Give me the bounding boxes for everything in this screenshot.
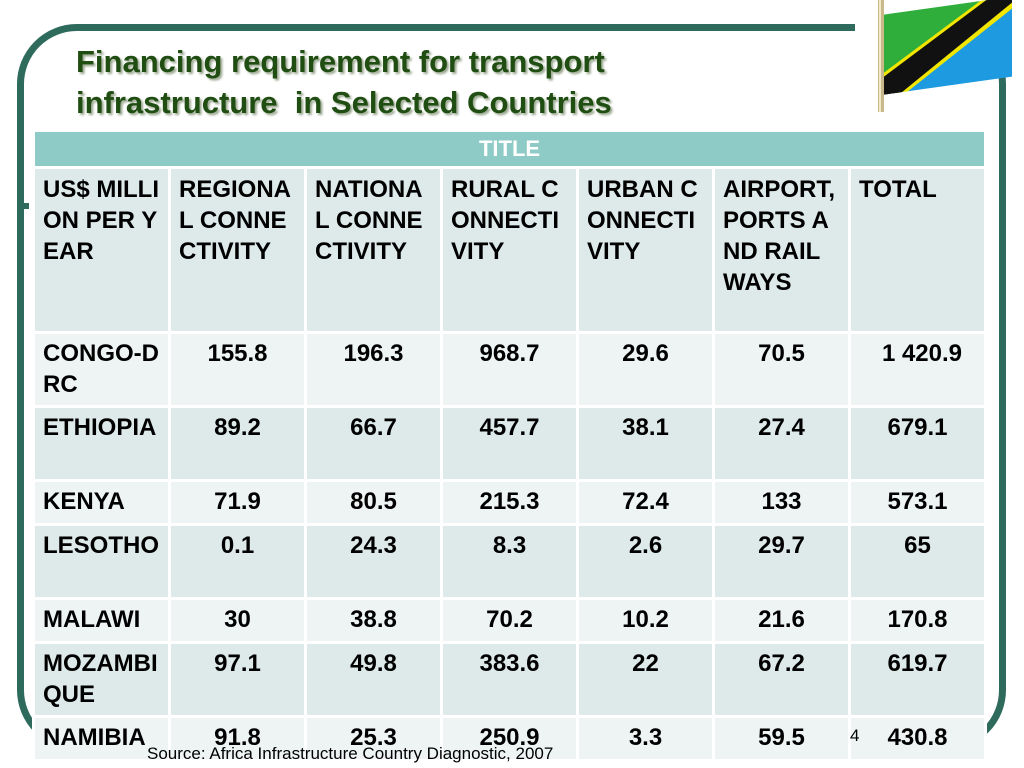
value-cell: 29.7 (715, 526, 848, 597)
value-cell: 21.6 (715, 600, 848, 641)
value-cell: 133 (715, 482, 848, 523)
country-cell: ETHIOPIA (35, 408, 168, 479)
value-cell: 8.3 (443, 526, 576, 597)
title-line-1: Financing requirement for transport (76, 44, 605, 79)
value-cell: 2.6 (579, 526, 712, 597)
value-cell: 196.3 (307, 334, 440, 405)
value-cell: 91.8 (171, 718, 304, 759)
table-row: ETHIOPIA 89.2 66.7 457.7 38.1 27.4 679.1 (35, 408, 985, 479)
financing-table: TITLE US$ MILLION PER YEAR REGIONAL CONN… (32, 129, 988, 762)
value-cell: 67.2 (715, 644, 848, 715)
value-cell: 22 (579, 644, 712, 715)
total-cell: 1 420.9 (851, 334, 985, 405)
value-cell: 27.4 (715, 408, 848, 479)
column-header: AIRPORT, PORTS AND RAILWAYS (715, 169, 848, 331)
country-cell: CONGO-DRC (35, 334, 168, 405)
frame-tick (17, 203, 29, 209)
value-cell: 89.2 (171, 408, 304, 479)
value-cell: 155.8 (171, 334, 304, 405)
value-cell: 29.6 (579, 334, 712, 405)
column-header: NATIONAL CONNECTIVITY (307, 169, 440, 331)
total-cell: 170.8 (851, 600, 985, 641)
page-number: 4 (850, 726, 860, 745)
table-row: LESOTHO 0.1 24.3 8.3 2.6 29.7 65 (35, 526, 985, 597)
column-header: US$ MILLION PER YEAR (35, 169, 168, 331)
table-row: KENYA 71.9 80.5 215.3 72.4 133 573.1 (35, 482, 985, 523)
title-line-2: infrastructure in Selected Countries (76, 85, 612, 120)
table-row: MOZAMBIQUE 97.1 49.8 383.6 22 67.2 619.7 (35, 644, 985, 715)
value-cell: 3.3 (579, 718, 712, 759)
value-cell: 66.7 (307, 408, 440, 479)
country-cell: MALAWI (35, 600, 168, 641)
value-cell: 25.3 (307, 718, 440, 759)
tanzania-flag-icon (878, 0, 1012, 112)
value-cell: 70.5 (715, 334, 848, 405)
country-cell: LESOTHO (35, 526, 168, 597)
value-cell: 70.2 (443, 600, 576, 641)
table-row: CONGO-DRC 155.8 196.3 968.7 29.6 70.5 1 … (35, 334, 985, 405)
value-cell: 24.3 (307, 526, 440, 597)
country-cell: KENYA (35, 482, 168, 523)
value-cell: 80.5 (307, 482, 440, 523)
value-cell: 383.6 (443, 644, 576, 715)
value-cell: 97.1 (171, 644, 304, 715)
table-row: MALAWI 30 38.8 70.2 10.2 21.6 170.8 (35, 600, 985, 641)
table-row: NAMIBIA 91.8 25.3 250.9 3.3 59.5 430.8 (35, 718, 985, 759)
column-header: RURAL CONNECTIVITY (443, 169, 576, 331)
value-cell: 49.8 (307, 644, 440, 715)
value-cell: 30 (171, 600, 304, 641)
value-cell: 968.7 (443, 334, 576, 405)
total-cell: 573.1 (851, 482, 985, 523)
total-cell: 430.8 (851, 718, 985, 759)
value-cell: 250.9 (443, 718, 576, 759)
country-cell: MOZAMBIQUE (35, 644, 168, 715)
total-cell: 619.7 (851, 644, 985, 715)
column-header: URBAN CONNECTIVITY (579, 169, 712, 331)
country-cell: NAMIBIA (35, 718, 168, 759)
value-cell: 457.7 (443, 408, 576, 479)
value-cell: 72.4 (579, 482, 712, 523)
column-header: TOTAL (851, 169, 985, 331)
table-title: TITLE (35, 132, 985, 166)
column-header: REGIONAL CONNECTIVITY (171, 169, 304, 331)
value-cell: 59.5 (715, 718, 848, 759)
table-header-row: US$ MILLION PER YEAR REGIONAL CONNECTIVI… (35, 169, 985, 331)
value-cell: 215.3 (443, 482, 576, 523)
total-cell: 65 (851, 526, 985, 597)
value-cell: 0.1 (171, 526, 304, 597)
source-note: Source: Africa Infrastructure Country Di… (147, 744, 554, 763)
slide-title: Financing requirement for transport infr… (76, 41, 612, 123)
value-cell: 38.8 (307, 600, 440, 641)
total-cell: 679.1 (851, 408, 985, 479)
value-cell: 38.1 (579, 408, 712, 479)
value-cell: 71.9 (171, 482, 304, 523)
value-cell: 10.2 (579, 600, 712, 641)
